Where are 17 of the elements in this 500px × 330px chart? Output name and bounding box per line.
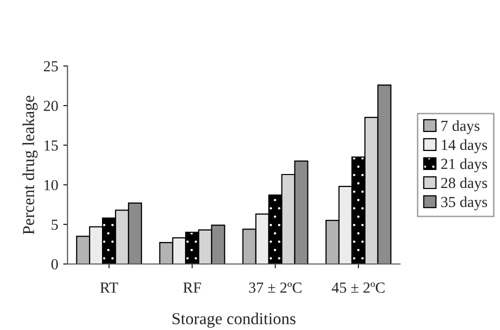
- y-tick-label: 5: [52, 220, 58, 230]
- y-tick-label: 15: [44, 140, 58, 151]
- legend-label: 14 days: [442, 139, 488, 154]
- x-axis-title: Storage conditions: [172, 312, 296, 328]
- x-tick-label: RT: [100, 282, 118, 293]
- y-tick-label: 0: [51, 259, 58, 270]
- legend-label: 35 days: [441, 196, 488, 210]
- legend-label: 7 days: [442, 120, 480, 134]
- y-tick-label: 25: [44, 61, 58, 72]
- legend-label: 28 days: [441, 177, 488, 192]
- y-tick-label: 10: [44, 180, 58, 190]
- x-tick-label: 37 ± 2ºC: [249, 282, 302, 293]
- y-axis-title: Percent drug leakage: [22, 96, 38, 234]
- x-tick-label: 45 ± 2ºC: [332, 282, 385, 293]
- x-tick-label: RF: [183, 282, 201, 293]
- legend-label: 21 days: [441, 158, 488, 172]
- y-tick-label: 20: [44, 100, 58, 112]
